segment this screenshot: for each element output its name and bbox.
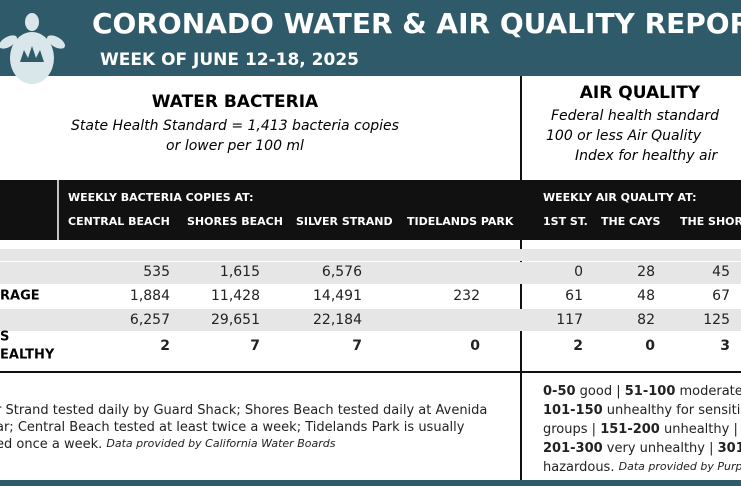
footer-band: [0, 480, 741, 486]
water-title: WATER BACTERIA: [152, 92, 319, 112]
note-segment: unhealthy |: [660, 422, 738, 437]
note-segment: groups |: [543, 422, 600, 437]
row-band: [0, 309, 741, 331]
table-cell: 7: [250, 338, 260, 354]
note-segment: ar; Central Beach tested at least twice …: [0, 420, 465, 435]
column-header: SHORES BEACH: [187, 215, 283, 228]
note-line: ed once a week. Data provided by Califor…: [0, 437, 336, 452]
air-standard: Index for healthy air: [575, 148, 718, 164]
note-segment: Data provided by California Water Boards: [106, 437, 335, 450]
note-segment: Data provided by Purple Air: [619, 460, 741, 473]
water-standard: or lower per 100 ml: [166, 138, 304, 154]
title: CORONADO WATER & AIR QUALITY REPORT: [92, 7, 741, 40]
note-segment: very unhealthy |: [603, 441, 718, 456]
note-line: 201-300 very unhealthy | 301+: [543, 441, 741, 456]
table-cell: 6,257: [130, 312, 170, 328]
air-standard: Federal health standard: [551, 108, 719, 124]
column-header: THE CAYS: [601, 215, 661, 228]
row-label: RAGE: [0, 289, 40, 304]
note-segment: 201-300: [543, 441, 603, 456]
row-label: S: [0, 330, 9, 345]
turtle-logo: [0, 13, 66, 84]
table-cell: 28: [637, 264, 655, 280]
note-line: ar; Central Beach tested at least twice …: [0, 420, 465, 435]
table-cell: 14,491: [313, 288, 362, 304]
note-line: 0-50 good | 51-100 moderate: [543, 384, 741, 399]
note-segment: 0-50: [543, 384, 576, 399]
table-cell: 11,428: [211, 288, 260, 304]
table-cell: 6,576: [322, 264, 362, 280]
note-segment: 51-100: [625, 384, 676, 399]
table-cell: 82: [637, 312, 655, 328]
column-header: THE SHORES: [680, 215, 741, 228]
water-standard: State Health Standard = 1,413 bacteria c…: [71, 118, 399, 134]
table-cell: 117: [556, 312, 583, 328]
table-cell: 2: [160, 338, 170, 354]
table-cell: 125: [703, 312, 730, 328]
note-segment: r Strand tested daily by Guard Shack; Sh…: [0, 403, 487, 418]
note-segment: unhealthy for sensitive: [603, 403, 741, 418]
note-line: 101-150 unhealthy for sensitive: [543, 403, 741, 418]
table-cell: 1,884: [130, 288, 170, 304]
note-segment: good |: [576, 384, 625, 399]
table-cell: 61: [565, 288, 583, 304]
group-header: WEEKLY AIR QUALITY AT:: [543, 191, 697, 204]
row-band: [0, 249, 741, 261]
table-cell: 232: [453, 288, 480, 304]
header-band: [0, 0, 741, 76]
group-header: WEEKLY BACTERIA COPIES AT:: [68, 191, 253, 204]
table-cell: 22,184: [313, 312, 362, 328]
note-line: groups | 151-200 unhealthy |: [543, 422, 738, 437]
column-header: TIDELANDS PARK: [407, 215, 514, 228]
note-line: hazardous. Data provided by Purple Air: [543, 460, 741, 475]
note-segment: 151-200: [600, 422, 660, 437]
table-cell: 45: [712, 264, 730, 280]
table-cell: 0: [574, 264, 583, 280]
note-segment: 101-150: [543, 403, 603, 418]
table-cell: 0: [470, 338, 480, 354]
note-line: r Strand tested daily by Guard Shack; Sh…: [0, 403, 487, 418]
column-header: 1ST ST.: [543, 215, 588, 228]
note-segment: moderate: [675, 384, 741, 399]
table-cell: 48: [637, 288, 655, 304]
table-cell: 67: [712, 288, 730, 304]
column-header: SILVER STRAND: [296, 215, 393, 228]
note-segment: ed once a week.: [0, 437, 106, 452]
table-cell: 3: [720, 338, 730, 354]
table-cell: 7: [352, 338, 362, 354]
air-standard: 100 or less Air Quality: [546, 128, 702, 144]
table-cell: 1,615: [220, 264, 260, 280]
table-header-band: [0, 180, 741, 240]
note-segment: hazardous.: [543, 460, 619, 475]
row-label: EALTHY: [0, 348, 55, 363]
subtitle: WEEK OF JUNE 12-18, 2025: [100, 50, 359, 70]
column-header: CENTRAL BEACH: [68, 215, 170, 228]
row-band: [0, 262, 741, 284]
note-segment: 301+: [718, 441, 741, 456]
table-cell: 0: [645, 338, 655, 354]
table-cell: 535: [143, 264, 170, 280]
table-cell: 2: [573, 338, 583, 354]
table-cell: 29,651: [211, 312, 260, 328]
air-title: AIR QUALITY: [580, 83, 701, 103]
